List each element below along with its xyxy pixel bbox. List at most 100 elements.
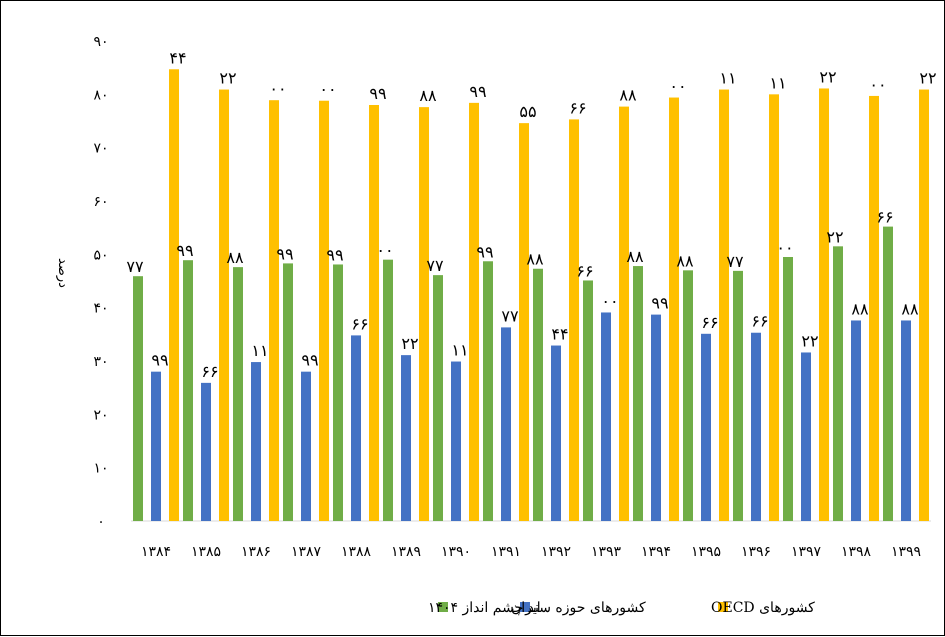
data-label: ۷۷	[501, 306, 519, 325]
legend-swatch	[438, 602, 448, 612]
data-label: ۲۲	[401, 334, 418, 353]
x-tick-label: ۱۳۹۶	[741, 544, 771, 560]
data-label: ۰۰	[376, 241, 393, 260]
bar-1	[483, 261, 493, 521]
x-tick-label: ۱۳۹۹	[891, 544, 921, 560]
y-axis-ticks: ۰ ۱۰ ۲۰ ۳۰ ۴۰ ۵۰ ۶۰ ۷۰ ۸۰ ۹۰	[93, 34, 108, 530]
data-label: ۶۶	[876, 208, 893, 227]
x-tick-label: ۱۳۸۴	[141, 544, 171, 560]
bar-1	[133, 276, 143, 521]
y-tick-label: ۷۰	[93, 141, 108, 157]
data-label: ۹۹	[476, 242, 493, 261]
x-tick-label: ۱۳۹۳	[591, 544, 622, 560]
y-tick-label: ۹۰	[93, 34, 108, 50]
bars	[133, 69, 929, 522]
bar-1	[833, 246, 843, 522]
data-label: ۸۸	[526, 250, 544, 269]
data-label: ۹۹	[369, 84, 386, 103]
bar-1	[333, 264, 343, 521]
x-tick-label: ۱۳۹۴	[641, 544, 671, 560]
bar-1	[283, 263, 293, 521]
y-tick-label: ۲۰	[93, 407, 108, 423]
bar-3	[719, 89, 729, 522]
data-label: ۷۷	[426, 256, 444, 275]
bar-2	[801, 352, 811, 521]
data-label: ۹۹	[469, 82, 486, 101]
x-tick-label: ۱۳۸۸	[341, 544, 372, 560]
bar-3	[869, 95, 879, 521]
bar-3	[369, 105, 379, 521]
y-tick-label: ۴۰	[93, 301, 108, 317]
data-label: ۷۷	[126, 257, 144, 276]
data-label: ۶۶	[576, 261, 593, 280]
x-tick-label: ۱۳۹۲	[541, 544, 571, 560]
bar-2	[451, 361, 461, 521]
data-label: ۹۹	[276, 244, 293, 263]
bar-1	[233, 267, 243, 521]
data-label: ۹۹	[176, 241, 193, 260]
data-label: ۰۰	[319, 80, 336, 99]
x-tick-label: ۱۳۸۵	[191, 544, 221, 560]
data-label: ۹۹	[326, 245, 343, 264]
data-label: ۲۲	[819, 67, 836, 86]
x-tick-label: ۱۳۸۷	[291, 544, 322, 560]
legend-label: کشورهای حوزه سند چشم انداز ۱۴۰۴	[428, 600, 646, 616]
x-tick-label: ۱۳۸۶	[241, 544, 271, 560]
bar-1	[783, 257, 793, 521]
legend-swatch	[520, 602, 530, 612]
x-tick-label: ۱۳۹۵	[691, 544, 721, 560]
data-label: ۸۸	[626, 247, 644, 266]
bar-2	[201, 382, 211, 521]
data-label: ۲۲	[219, 69, 236, 88]
legend-swatch	[718, 602, 728, 612]
data-label: ۲۲	[826, 227, 843, 246]
bar-2	[151, 371, 161, 521]
data-label: ۱۱	[719, 69, 736, 88]
bar-3	[219, 89, 229, 522]
bar-1	[733, 270, 743, 521]
data-label: ۰۰	[669, 77, 686, 96]
legend-label: ایران	[511, 600, 541, 616]
data-label: ۴۴	[551, 325, 568, 344]
x-tick-label: ۱۳۸۹	[391, 544, 421, 560]
bar-2	[901, 320, 911, 521]
data-label: ۱۱	[769, 73, 786, 92]
legend-label: کشورهای OECD	[711, 600, 815, 616]
x-tick-label: ۱۳۹۷	[791, 544, 822, 560]
bar-1	[633, 266, 643, 521]
data-label: ۰۰	[869, 75, 886, 94]
bar-2	[251, 362, 261, 521]
y-tick-label: ۳۰	[93, 354, 108, 370]
data-label: ۵۵	[519, 102, 536, 121]
y-axis-label: درصد	[55, 258, 70, 288]
bar-3	[319, 100, 329, 521]
x-tick-label: ۱۳۹۰	[441, 544, 471, 560]
bar-2	[551, 345, 561, 521]
data-label: ۸۸	[419, 86, 437, 105]
bar-1	[433, 275, 443, 521]
data-label: ۸۸	[851, 299, 869, 318]
bar-3	[169, 69, 179, 522]
bar-3	[469, 102, 479, 521]
bar-2	[301, 371, 311, 521]
data-label: ۶۶	[751, 312, 768, 331]
x-tick-label: ۱۳۹۱	[491, 544, 521, 560]
data-label: ۷۷	[726, 252, 744, 271]
data-label: ۰۰	[776, 238, 793, 257]
bar-3	[919, 89, 929, 522]
bar-3	[419, 107, 429, 521]
data-label: ۸۸	[226, 248, 244, 267]
bar-3	[769, 94, 779, 521]
data-label: ۸۸	[901, 299, 919, 318]
y-tick-label: ۸۰	[93, 87, 108, 103]
bar-3	[569, 119, 579, 522]
data-label: ۰۰	[269, 79, 286, 98]
y-tick-label: ۱۰	[93, 461, 108, 477]
data-label: ۹۹	[301, 351, 318, 370]
bar-2	[651, 314, 661, 521]
y-tick-label: ۶۰	[93, 194, 108, 210]
data-label: ۶۶	[201, 362, 218, 381]
